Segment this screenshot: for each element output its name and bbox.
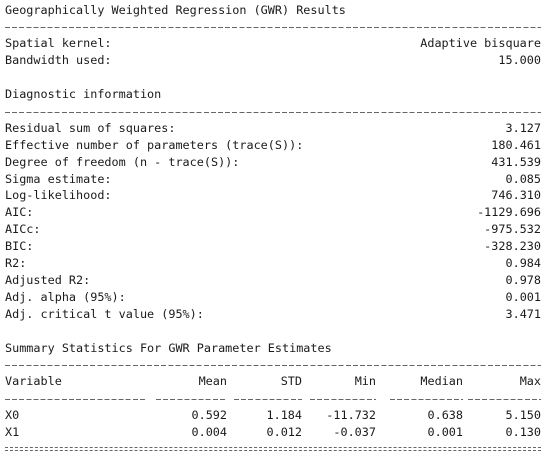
separator <box>310 399 376 401</box>
cell: STD <box>280 374 302 389</box>
cell: 0.001 <box>427 425 463 439</box>
label: Spatial kernel: <box>5 36 112 51</box>
value: 15.000 <box>498 53 541 68</box>
separator <box>5 399 147 401</box>
cell: 0.592 <box>191 408 227 423</box>
label: Sigma estimate: <box>5 171 112 186</box>
cell: 1.184 <box>266 408 302 423</box>
value: 431.539 <box>491 154 541 169</box>
cell: Median <box>420 374 463 389</box>
value: Adaptive bisquare <box>420 36 541 51</box>
value: 180.461 <box>491 137 541 152</box>
separator <box>5 365 541 367</box>
label: AIC: <box>5 205 34 220</box>
label: Adj. critical t value (95%): <box>5 306 204 321</box>
cell: Variable <box>5 374 62 389</box>
cell: Max <box>519 374 541 389</box>
value: -975.532 <box>484 222 541 237</box>
cell: -11.732 <box>326 408 376 423</box>
separator <box>390 399 463 401</box>
separator <box>5 27 541 29</box>
cell: 0.130 <box>505 425 541 439</box>
label: Effective number of parameters (trace(S)… <box>5 137 304 152</box>
cell: Mean <box>198 374 227 389</box>
label: R2: <box>5 256 27 270</box>
separator <box>234 399 302 401</box>
section-title: Summary Statistics For GWR Parameter Est… <box>5 340 332 355</box>
cell: 0.638 <box>427 408 463 423</box>
value: 3.127 <box>505 120 541 135</box>
cell: 5.150 <box>505 408 541 423</box>
label: AICc: <box>5 222 41 237</box>
label: BIC: <box>5 239 34 254</box>
cell: 0.004 <box>191 425 227 439</box>
value: -1129.696 <box>477 205 541 220</box>
separator <box>468 399 541 401</box>
value: -328.230 <box>484 239 541 254</box>
separator <box>156 399 227 401</box>
value: 3.471 <box>505 306 541 321</box>
value: 0.085 <box>505 171 541 186</box>
cell: X0 <box>5 408 20 423</box>
separator <box>5 111 541 113</box>
cell: Min <box>354 374 376 389</box>
value: 0.001 <box>505 289 541 304</box>
cell: X1 <box>5 425 20 439</box>
section-title: Diagnostic information <box>5 87 162 101</box>
label: Adjusted R2: <box>5 272 91 287</box>
cell: -0.037 <box>333 425 376 439</box>
cell: 0.012 <box>266 425 302 439</box>
value: 0.984 <box>505 256 541 270</box>
title: Geographically Weighted Regression (GWR)… <box>5 2 346 17</box>
double-separator <box>5 446 541 451</box>
label: Bandwidth used: <box>5 53 112 68</box>
label: Adj. alpha (95%): <box>5 289 126 304</box>
value: 0.978 <box>505 272 541 287</box>
label: Residual sum of squares: <box>5 120 176 135</box>
label: Log-likelihood: <box>5 188 112 203</box>
label: Degree of freedom (n - trace(S)): <box>5 154 240 169</box>
value: 746.310 <box>491 188 541 203</box>
